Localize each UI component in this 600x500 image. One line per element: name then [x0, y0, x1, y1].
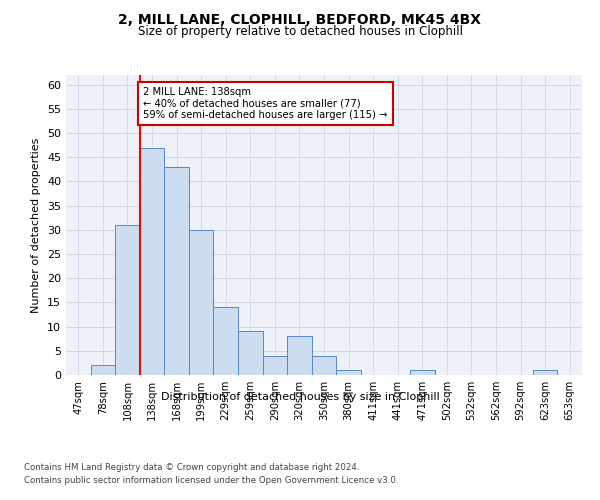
- Bar: [115, 225, 140, 375]
- Bar: [410, 370, 434, 375]
- Y-axis label: Number of detached properties: Number of detached properties: [31, 138, 41, 312]
- Text: 2 MILL LANE: 138sqm
← 40% of detached houses are smaller (77)
59% of semi-detach: 2 MILL LANE: 138sqm ← 40% of detached ho…: [143, 87, 388, 120]
- Bar: [533, 370, 557, 375]
- Bar: [336, 370, 361, 375]
- Bar: [164, 167, 189, 375]
- Bar: [312, 356, 336, 375]
- Text: Contains HM Land Registry data © Crown copyright and database right 2024.: Contains HM Land Registry data © Crown c…: [24, 462, 359, 471]
- Bar: [287, 336, 312, 375]
- Bar: [140, 148, 164, 375]
- Text: Size of property relative to detached houses in Clophill: Size of property relative to detached ho…: [137, 25, 463, 38]
- Bar: [214, 308, 238, 375]
- Bar: [263, 356, 287, 375]
- Bar: [189, 230, 214, 375]
- Text: Distribution of detached houses by size in Clophill: Distribution of detached houses by size …: [161, 392, 439, 402]
- Bar: [238, 332, 263, 375]
- Text: Contains public sector information licensed under the Open Government Licence v3: Contains public sector information licen…: [24, 476, 398, 485]
- Text: 2, MILL LANE, CLOPHILL, BEDFORD, MK45 4BX: 2, MILL LANE, CLOPHILL, BEDFORD, MK45 4B…: [119, 12, 482, 26]
- Bar: [91, 366, 115, 375]
